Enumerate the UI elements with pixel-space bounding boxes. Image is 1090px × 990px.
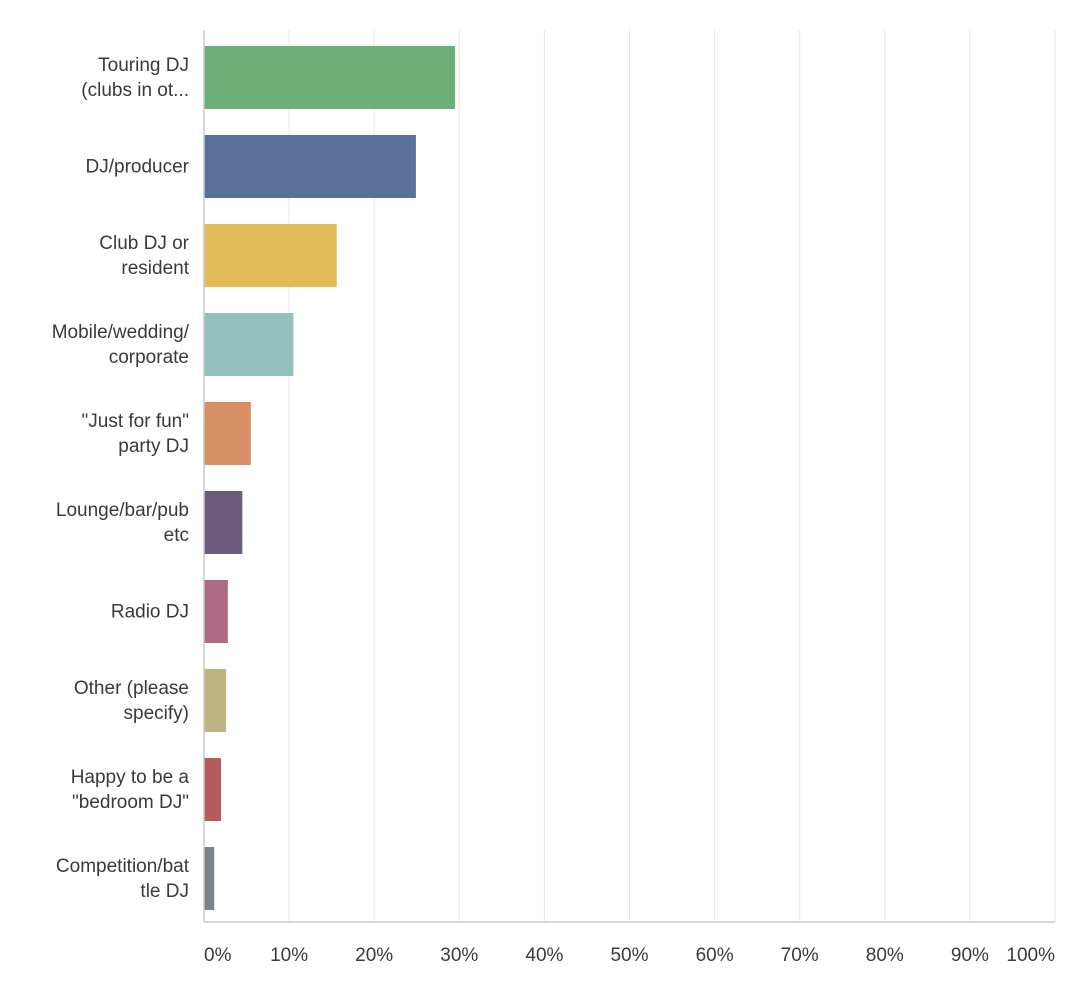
x-axis: 0% 10% 20% 30% 40% 50% 60% 70% 80% 90% 100% [203,30,1055,966]
category-label: "Just for fun" party DJ [82,411,189,457]
category-label: Happy to be a "bedroom DJ" [71,767,190,813]
category-label: Mobile/wedding/corporate [52,322,190,368]
x-tick-label: 50% [610,945,648,966]
bar[interactable] [204,313,294,376]
x-tick-label: 20% [355,945,393,966]
bar[interactable] [204,758,222,821]
category-label: Touring DJ (clubs in ot... [81,55,189,101]
bar[interactable] [204,669,227,732]
bar[interactable] [204,847,215,910]
x-tick-label: 70% [781,945,819,966]
category-label: Radio DJ [111,601,189,622]
bars [204,46,456,910]
category-label: Other (please specify) [74,678,189,724]
bar[interactable] [204,402,251,465]
category-label: DJ/producer [86,156,190,177]
x-tick-label: 60% [696,945,734,966]
x-tick-label: 30% [440,945,478,966]
x-tick-label: 0% [204,945,232,966]
category-label: Lounge/bar/pub etc [56,500,189,546]
bar[interactable] [204,135,416,198]
bar[interactable] [204,224,337,287]
x-tick-label: 80% [866,945,904,966]
bar[interactable] [204,580,228,643]
x-tick-label: 40% [525,945,563,966]
x-tick-label: 10% [270,945,308,966]
category-label: Club DJ or resident [99,233,189,279]
bar[interactable] [204,46,456,109]
x-tick-label: 90% [951,945,989,966]
bar[interactable] [204,491,243,554]
x-tick-label: 100% [1006,945,1055,966]
category-label: Competition/bat tle DJ [56,856,190,902]
category-labels: Touring DJ (clubs in ot... DJ/producer Club… [52,55,190,902]
